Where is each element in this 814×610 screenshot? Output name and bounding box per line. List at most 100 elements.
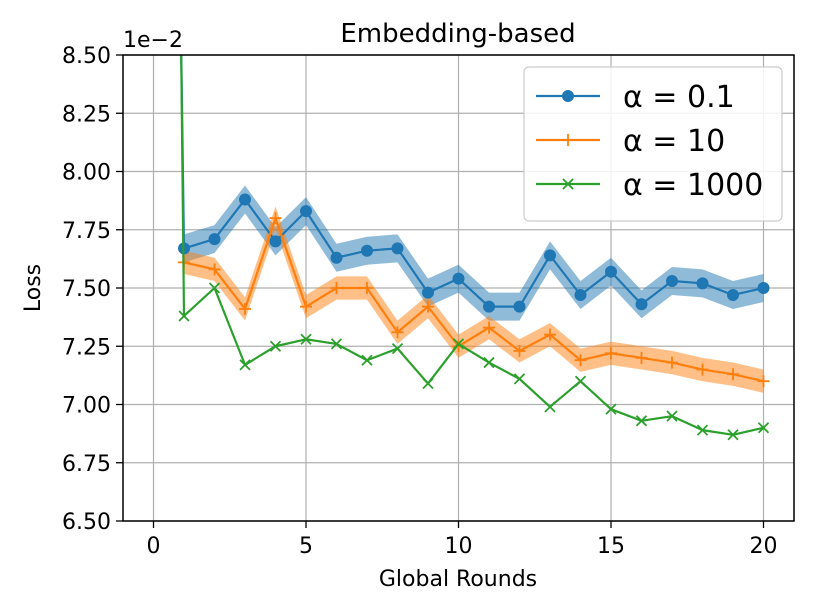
series-3-point-b bbox=[330, 338, 343, 350]
x-axis-ticks: 0 5 10 15 20 bbox=[147, 521, 778, 559]
legend-box bbox=[523, 66, 783, 222]
series-3-point-b bbox=[666, 410, 678, 422]
series-2-point bbox=[361, 282, 373, 294]
series-3-point-b bbox=[300, 333, 312, 345]
series-3-point bbox=[239, 359, 251, 371]
series-3-point-b bbox=[483, 356, 495, 369]
x-tick-label: 5 bbox=[299, 534, 313, 559]
series-2-legend-label: α = 10 bbox=[623, 124, 725, 159]
series-3-point bbox=[483, 356, 495, 369]
series-1-point bbox=[208, 233, 221, 246]
confidence-bands bbox=[184, 185, 764, 393]
series-1-point bbox=[727, 288, 739, 301]
series-3-point bbox=[300, 333, 312, 345]
series-2-point bbox=[757, 375, 770, 388]
series-1-point bbox=[452, 272, 465, 285]
series-3-point-b bbox=[208, 282, 221, 294]
series-3-point bbox=[605, 403, 617, 415]
y-tick-label: 6.75 bbox=[62, 452, 111, 477]
y-axis-ticks: 6.50 6.75 7.00 7.25 7.50 7.75 8.00 8.25 8.50 bbox=[62, 44, 123, 535]
series-1-point bbox=[330, 251, 343, 264]
series-3-point bbox=[269, 340, 282, 352]
y-offset-label: 1e−2 bbox=[123, 28, 183, 53]
series-3-point-b bbox=[361, 354, 373, 366]
series-2-point bbox=[391, 326, 404, 339]
series-1-legend-marker bbox=[562, 90, 574, 102]
series-3-point-b bbox=[422, 377, 434, 390]
y-tick-label: 7.25 bbox=[62, 335, 111, 360]
series-3-legend-marker-b bbox=[562, 178, 574, 190]
y-tick-label: 8.50 bbox=[62, 44, 111, 69]
series-1-point bbox=[422, 286, 434, 299]
series-1-point bbox=[300, 205, 312, 218]
series-3-point bbox=[208, 282, 221, 294]
x-tick-label: 10 bbox=[445, 534, 473, 559]
series-2-point bbox=[666, 356, 678, 369]
series-1-point bbox=[239, 193, 251, 206]
series-2-point bbox=[544, 328, 556, 341]
y-tick-label: 7.00 bbox=[62, 394, 111, 419]
series-3-point-b bbox=[635, 415, 648, 427]
series-2-point bbox=[605, 347, 617, 360]
series-3-point bbox=[574, 375, 587, 387]
series-3-point bbox=[452, 338, 465, 350]
series-3-point bbox=[544, 401, 556, 413]
series-2-point bbox=[422, 300, 434, 313]
series-3-point bbox=[513, 373, 526, 385]
series-3-point-b bbox=[269, 340, 282, 352]
series-3-point-b bbox=[239, 359, 251, 371]
series-3-point bbox=[422, 377, 434, 390]
y-tick-label: 7.50 bbox=[62, 277, 111, 302]
y-tick-label: 8.00 bbox=[62, 161, 111, 186]
series-2-point bbox=[513, 344, 526, 357]
legend: α = 0.1 α = 10 α = 1000 bbox=[523, 66, 783, 222]
series-3-point bbox=[635, 415, 648, 427]
series-1-legend-label: α = 0.1 bbox=[623, 80, 735, 115]
series-3-point bbox=[666, 410, 678, 422]
series-3-point-b bbox=[727, 429, 739, 441]
x-tick-label: 15 bbox=[597, 534, 625, 559]
series-3-point bbox=[757, 422, 770, 434]
series-1-point bbox=[391, 242, 404, 255]
series-3-point bbox=[727, 429, 739, 441]
y-axis-label: Loss bbox=[21, 264, 46, 312]
series-3-point bbox=[696, 424, 709, 436]
series-1-point bbox=[574, 288, 587, 301]
series-3-point-b bbox=[544, 401, 556, 413]
series-1-band bbox=[184, 185, 764, 321]
series-3-point-b bbox=[391, 342, 404, 355]
series-1-point bbox=[635, 298, 648, 311]
series-2-point bbox=[269, 212, 282, 225]
series-3-point-b bbox=[605, 403, 617, 415]
series-2-point bbox=[696, 363, 709, 376]
series-1-point bbox=[757, 282, 770, 294]
series-2-point bbox=[239, 302, 251, 315]
series-3-legend-marker bbox=[562, 178, 574, 190]
series-2-point bbox=[635, 351, 648, 364]
series-1-point bbox=[483, 300, 495, 313]
chart-title: Embedding-based bbox=[340, 19, 575, 49]
series-2-point bbox=[574, 354, 587, 367]
series-3-point bbox=[391, 342, 404, 355]
series-3-point-b bbox=[757, 422, 770, 434]
series-3-point bbox=[178, 310, 190, 322]
series-lines bbox=[178, 55, 770, 441]
series-1-point bbox=[544, 249, 556, 262]
series-1-point bbox=[269, 235, 282, 248]
series-2-point bbox=[330, 282, 343, 294]
series-3-point-b bbox=[696, 424, 709, 436]
series-1-point bbox=[361, 244, 373, 257]
x-tick-label: 20 bbox=[750, 534, 778, 559]
series-1-point bbox=[513, 300, 526, 313]
y-tick-label: 7.75 bbox=[62, 219, 111, 244]
series-2-point bbox=[208, 263, 221, 276]
y-tick-label: 8.25 bbox=[62, 102, 111, 127]
series-3-legend-label: α = 1000 bbox=[623, 168, 763, 203]
series-2-point bbox=[483, 321, 495, 334]
series-3-point-b bbox=[574, 375, 587, 387]
series-3-point-b bbox=[452, 338, 465, 350]
series-3-point bbox=[330, 338, 343, 350]
series-3-point-b bbox=[178, 310, 190, 322]
series-1-point bbox=[666, 275, 678, 288]
